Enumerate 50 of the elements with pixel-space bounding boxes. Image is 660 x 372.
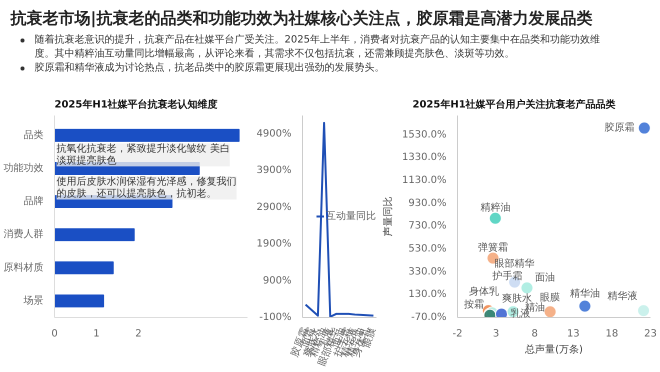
text: 随着抗衰老意识的提升，抗衰产品在社媒平台广受关注。2025年上半年，消费者对抗衰产品的认知主要集中在品类和功能功效维度。其中精粹油互动量同比增幅最高，从评论来看，其需求不仅包括抗衰，还需兼顾提亮肤色、淡斑等功效。 <box>34 34 600 60</box>
x-tick-label: 13 <box>566 328 580 340</box>
y-tick-label: 330.0% <box>408 266 447 278</box>
annotation: 胶原霜 <box>604 122 634 134</box>
x-tick-label: 23 <box>644 328 657 340</box>
y-tick-label: 功能功效 <box>4 162 44 174</box>
y-tick-label: 1130.0% <box>402 175 447 186</box>
y-tick-label: 4900% <box>256 128 292 140</box>
y-tick-label: 1900% <box>256 238 292 250</box>
annotation: 面油 <box>534 271 555 284</box>
y-tick-label: 130.0% <box>408 289 447 300</box>
y-tick-label: 730.0% <box>408 220 447 232</box>
x-axis-title: 总声量(万条) <box>524 344 583 356</box>
y-tick-label: 1330.0% <box>402 152 447 164</box>
y-tick-label: 品类 <box>24 128 44 141</box>
annotation: 护手霜 <box>491 270 522 282</box>
annotation: 按霜 <box>464 298 484 311</box>
y-tick-label: 原料材质 <box>4 261 44 274</box>
x-tick-label: 3 <box>492 328 500 340</box>
y-tick-label: 2900% <box>256 202 292 213</box>
y-tick-label: 1530.0% <box>402 129 447 140</box>
annotation: 身体乳 <box>468 286 499 298</box>
x-tick-label: -2 <box>452 328 462 340</box>
y-tick-label: 3900% <box>256 165 292 176</box>
y-tick-label: -100% <box>259 312 292 323</box>
x-tick-label: 0 <box>51 328 58 340</box>
annotation: 精粹油 <box>480 202 510 214</box>
x-tick-label: 18 <box>606 328 618 340</box>
annotation: 使用后皮肤水润保湿有光泽感，修复我们的皮肤，还可以提亮肤色，抗初老。 <box>56 175 237 200</box>
chart-title: 2025年H1社媒平台用户关注抗衰老产品品类 <box>412 98 616 110</box>
y-tick-label: 消费人群 <box>4 228 44 240</box>
text: 胶原霜和精华液成为讨论热点，抗老品类中的胶原霜更展现出强劲的发展势头。 <box>34 62 384 74</box>
x-tick-label: 1 <box>93 328 100 340</box>
annotation: 抗氧化抗衰老，紧致提升淡化皱纹 美白淡斑提亮肤色 <box>56 142 230 166</box>
y-tick-label: 930.0% <box>408 198 447 209</box>
y-tick-label: 品牌 <box>24 195 44 208</box>
x-tick-label: 8 <box>532 328 538 340</box>
y-tick-label: 900% <box>262 275 292 286</box>
x-tick-label: 2 <box>135 328 142 340</box>
annotation: 眼部精华 <box>494 258 535 270</box>
y-tick-label: 场景 <box>22 294 44 306</box>
y-axis-title: 声量同比 <box>382 196 394 236</box>
annotation: 眼膜 <box>540 291 560 304</box>
text: 抗衰老市场|抗衰老的品类和功能功效为社媒核心关注点，胶原霜是高潜力发展品类 <box>10 8 592 28</box>
annotation: 精华油 <box>570 288 600 300</box>
annotation: 精华液 <box>608 290 638 302</box>
y-tick-label: 530.0% <box>408 244 447 255</box>
chart-title: 2025年H1社媒平台抗衰老认知维度 <box>54 98 218 110</box>
annotation: 弹簧霜 <box>478 242 508 254</box>
y-tick-label: -70.0% <box>411 312 447 323</box>
